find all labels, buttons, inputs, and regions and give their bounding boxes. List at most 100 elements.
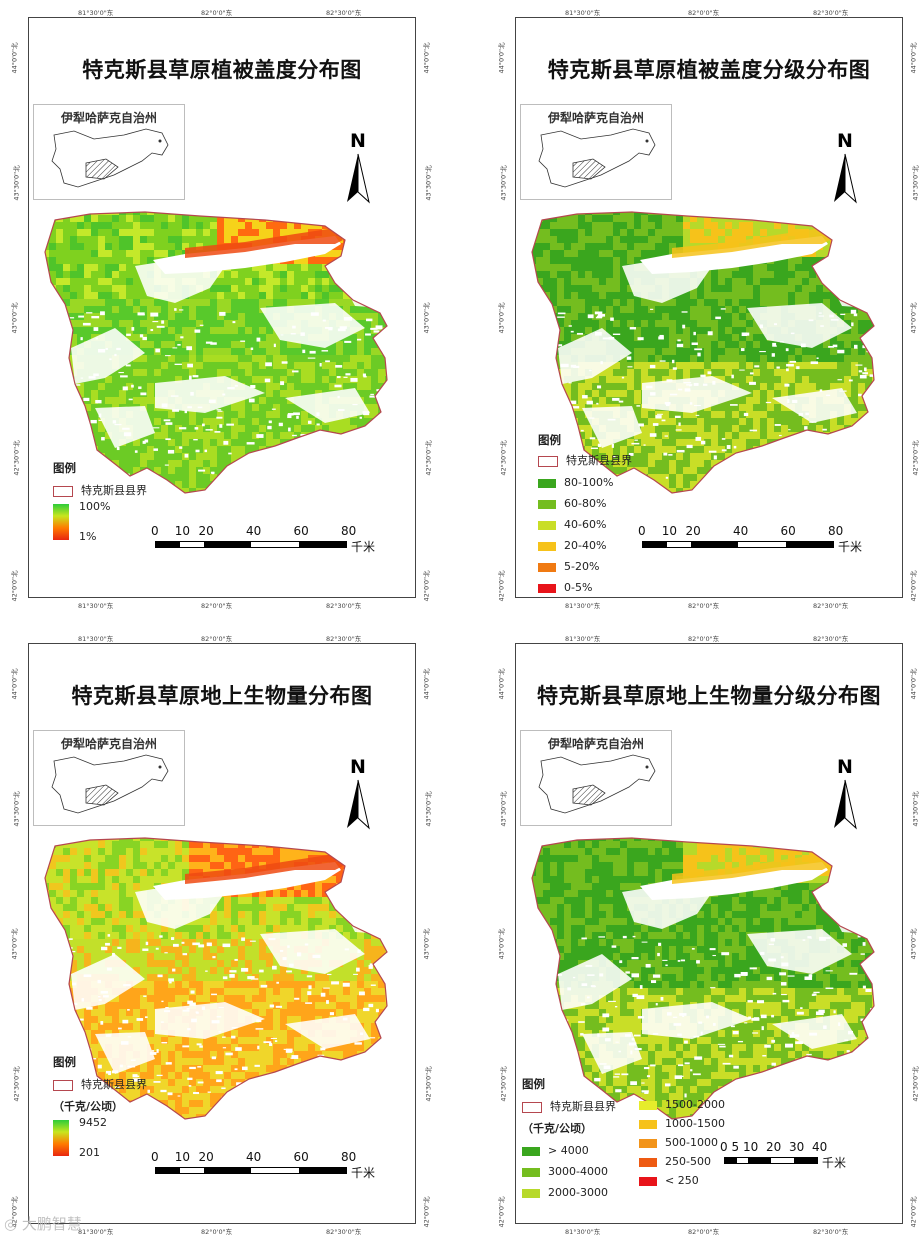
lon-tick-bottom: 82°30'0"东: [326, 602, 362, 610]
lon-tick-bottom: 81°30'0"东: [78, 602, 114, 610]
lat-tick-right: 42°30'0"北: [424, 440, 433, 476]
legend-class-label: 80-100%: [564, 476, 614, 489]
lat-tick-left: 43°0'0"北: [10, 928, 19, 960]
gradient-min-label: 1%: [79, 530, 97, 543]
gradient-ramp: [53, 1120, 69, 1156]
lon-tick-top: 81°30'0"东: [565, 635, 601, 643]
north-arrow-icon: [347, 153, 370, 204]
lon-tick-top: 82°30'0"东: [813, 635, 849, 643]
north-arrow: N: [343, 130, 373, 208]
lat-tick-right: 42°0'0"北: [422, 1196, 431, 1228]
legend-class: 1500-2000: [639, 1098, 725, 1111]
prefecture-outline: [538, 128, 656, 188]
lon-tick-top: 82°30'0"东: [326, 9, 362, 17]
vegetation-raster: [45, 838, 387, 1119]
map-title: 特克斯县草原植被盖度分布图: [82, 58, 362, 82]
lon-tick-bottom: 82°30'0"东: [813, 602, 849, 610]
legend-boundary: 特克斯县县界: [53, 482, 147, 498]
lat-tick-left: 43°30'0"北: [12, 165, 21, 201]
scale-tick-label: 10: [743, 1140, 759, 1154]
scale-bar: [155, 1167, 347, 1174]
county-map-svg: [44, 837, 388, 1120]
scale-segment: [298, 1168, 346, 1173]
lon-tick-bottom: 81°30'0"东: [565, 1228, 601, 1236]
legend-class-label: 1000-1500: [665, 1117, 725, 1130]
scale-tick-label: 0: [151, 1150, 159, 1164]
county-boundary: [44, 837, 388, 1120]
lat-tick-right: 43°30'0"北: [911, 165, 920, 201]
gradient-max-label: 9452: [79, 1116, 107, 1129]
vegetation-raster: [45, 212, 387, 493]
locator-inset: 伊犁哈萨克自治州: [33, 104, 185, 200]
legend-title: 图例: [53, 1055, 76, 1069]
scale-tick-label: 20: [685, 524, 701, 538]
map-frame: 特克斯县草原地上生物量分级分布图 伊犁哈萨克自治州 N 图例 特克斯县县界 （千克/公顷）…: [515, 643, 903, 1224]
scale-tick-label: 20: [198, 1150, 214, 1164]
scale-tick-label: 40: [246, 524, 262, 538]
lon-tick-bottom: 82°30'0"东: [326, 1228, 362, 1236]
legend-class-label: 40-60%: [564, 518, 607, 531]
locator-inset: 伊犁哈萨克自治州: [33, 730, 185, 826]
gradient-min-label: 201: [79, 1146, 100, 1159]
class-swatch: [639, 1176, 657, 1186]
lat-tick-right: 44°0'0"北: [909, 42, 918, 74]
legend-boundary-label: 特克斯县县界: [566, 454, 632, 467]
north-label: N: [350, 130, 366, 152]
county-map: [522, 208, 894, 508]
legend-boundary: 特克斯县县界: [53, 1076, 147, 1092]
lat-tick-right: 43°30'0"北: [424, 165, 433, 201]
lat-tick-left: 44°0'0"北: [10, 42, 19, 74]
legend-class: < 250: [639, 1174, 725, 1187]
legend-class-label: 5-20%: [564, 560, 600, 573]
legend-boundary: 特克斯县县界: [538, 452, 632, 468]
lat-tick-left: 44°0'0"北: [497, 668, 506, 700]
scale-tick-label: 40: [246, 1150, 262, 1164]
map-frame: 特克斯县草原植被盖度分级分布图 伊犁哈萨克自治州 N 图例 特克斯县县界 80-100% 6…: [515, 17, 903, 598]
scale-tick-label: 0: [720, 1140, 728, 1154]
city-marker-icon: [645, 765, 649, 769]
lat-tick-left: 43°30'0"北: [12, 791, 21, 827]
lat-tick-right: 42°30'0"北: [424, 1066, 433, 1102]
scale-tick-label: 60: [293, 1150, 309, 1164]
city-marker-icon: [158, 765, 162, 769]
class-swatch: [522, 1146, 540, 1156]
class-swatch: [522, 1167, 540, 1177]
legend-class-label: 20-40%: [564, 539, 607, 552]
inset-label: 伊犁哈萨克自治州: [60, 737, 157, 751]
legend-title: 图例: [53, 461, 76, 475]
legend-class-label: 2000-3000: [548, 1186, 608, 1199]
boundary-swatch: [53, 1079, 73, 1091]
map-frame: 特克斯县草原地上生物量分布图 伊犁哈萨克自治州 N 图例 特克斯县县界 （千克/公顷） 94…: [28, 643, 416, 1224]
north-label: N: [350, 756, 366, 778]
scale-tick-label: 80: [341, 1150, 357, 1164]
scale-segment: [690, 542, 738, 547]
lat-tick-left: 42°30'0"北: [12, 440, 21, 476]
lon-tick-bottom: 82°0'0"东: [201, 602, 233, 610]
legend-class-label: 1500-2000: [665, 1098, 725, 1111]
legend-class: 3000-4000: [522, 1165, 627, 1178]
scale-segment: [156, 1168, 180, 1173]
county-map-svg: [531, 837, 875, 1120]
boundary-swatch: [522, 1101, 542, 1113]
north-label: N: [837, 756, 853, 778]
north-label: N: [837, 130, 853, 152]
inset-label: 伊犁哈萨克自治州: [547, 111, 644, 125]
lat-tick-left: 43°0'0"北: [10, 302, 19, 334]
class-swatch: [639, 1100, 657, 1110]
inset-label: 伊犁哈萨克自治州: [547, 737, 644, 751]
map-title: 特克斯县草原地上生物量分级分布图: [537, 684, 881, 708]
scale-tick-label: 0: [638, 524, 646, 538]
legend-title: 图例: [522, 1077, 545, 1091]
boundary-swatch: [53, 485, 73, 497]
lon-tick-bottom: 81°30'0"东: [565, 602, 601, 610]
legend-unit: （千克/公顷）: [53, 1100, 124, 1113]
scale-tick-label: 20: [198, 524, 214, 538]
lon-tick-bottom: 82°0'0"东: [201, 1228, 233, 1236]
legend-class-label: 3000-4000: [548, 1165, 608, 1178]
legend-class: 500-1000: [639, 1136, 725, 1149]
legend-class: 40-60%: [538, 518, 632, 531]
scale-bar: [642, 541, 834, 548]
city-marker-icon: [158, 139, 162, 143]
scale-tick-label: 80: [828, 524, 844, 538]
scale-segment: [643, 542, 667, 547]
